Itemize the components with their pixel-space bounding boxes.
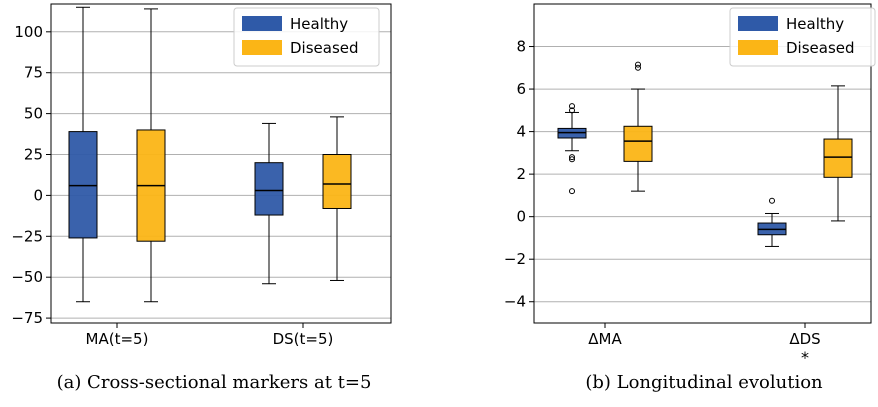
box-iqr: [254, 162, 284, 216]
outlier-point: [569, 156, 575, 163]
box-iqr: [623, 125, 653, 162]
y-tick-label: 0: [33, 186, 43, 204]
outlier-point: [569, 154, 575, 161]
figure-caption: (b) Longitudinal evolution: [585, 372, 823, 393]
y-tick-label: 6: [516, 80, 526, 98]
legend: Healthy Diseased: [729, 7, 876, 67]
legend-label: Healthy: [786, 15, 844, 33]
legend-swatch: [242, 16, 282, 31]
x-tick-label: DS(t=5): [273, 330, 334, 348]
chart-panel-b: 8 6 4 2 0 −2 −4 ΔMA ΔDS* Healthy Diseased (b) Longi…: [504, 3, 876, 393]
y-tick-label: 75: [24, 64, 43, 82]
x-tick-label: ΔMA: [588, 330, 622, 348]
y-tick-label: −25: [11, 227, 43, 245]
y-tick-label: 0: [516, 208, 526, 226]
box-iqr: [68, 131, 98, 239]
y-tick-label: −4: [504, 293, 526, 311]
y-tick-label: 8: [516, 38, 526, 56]
chart-panel-a: 100 75 50 25 0 −25 −50 −75 MA(t=5) DS(t=5) Healthy…: [11, 3, 392, 393]
y-tick-label: 100: [14, 23, 43, 41]
significance-marker: *: [801, 348, 809, 367]
x-tick-label: MA(t=5): [86, 330, 149, 348]
outlier-point: [569, 103, 575, 110]
outlier-point: [569, 107, 575, 114]
box-iqr: [823, 138, 853, 178]
y-tick-label: −50: [11, 268, 43, 286]
outlier-point: [635, 64, 641, 71]
outlier-point: [769, 197, 775, 204]
legend: Healthy Diseased: [233, 7, 380, 67]
legend-label: Diseased: [786, 39, 855, 57]
y-tick-label: 2: [516, 165, 526, 183]
legend-swatch: [738, 40, 778, 55]
box-diseased-ΔMA: [623, 61, 653, 192]
box-healthy-ΔMA: [557, 103, 587, 195]
legend-swatch: [242, 40, 282, 55]
y-tick-label: 25: [24, 146, 43, 164]
figure-caption: (a) Cross-sectional markers at t=5: [57, 372, 372, 393]
y-tick-label: −2: [504, 250, 526, 268]
box-healthy-DS(t=5): [254, 122, 284, 285]
box-diseased-ΔDS: [823, 85, 853, 222]
y-tick-label: 50: [24, 105, 43, 123]
legend-swatch: [738, 16, 778, 31]
box-diseased-MA(t=5): [136, 8, 166, 303]
box-healthy-ΔDS: [757, 197, 787, 247]
x-tick-label: ΔDS: [789, 330, 820, 348]
box-diseased-DS(t=5): [322, 116, 352, 281]
legend-label: Diseased: [290, 39, 359, 57]
y-tick-label: 4: [516, 123, 526, 141]
plot-frame: [50, 3, 392, 324]
legend-label: Healthy: [290, 15, 348, 33]
box-healthy-MA(t=5): [68, 6, 98, 303]
outlier-point: [635, 61, 641, 68]
box-iqr: [322, 154, 352, 209]
y-tick-label: −75: [11, 309, 43, 327]
outlier-point: [569, 188, 575, 195]
plot-frame: [533, 3, 872, 324]
